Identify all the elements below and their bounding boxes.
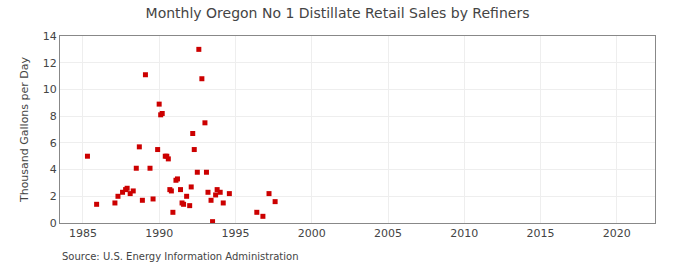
svg-text:2015: 2015 <box>527 227 555 240</box>
svg-text:Monthly Oregon No 1 Distillate: Monthly Oregon No 1 Distillate Retail Sa… <box>146 5 530 21</box>
svg-text:2: 2 <box>50 190 57 203</box>
svg-text:Source: U.S. Energy Informatio: Source: U.S. Energy Information Administ… <box>62 251 299 262</box>
svg-text:1995: 1995 <box>221 227 249 240</box>
svg-text:2010: 2010 <box>450 227 478 240</box>
svg-text:6: 6 <box>50 137 57 150</box>
svg-text:0: 0 <box>50 217 57 230</box>
svg-text:14: 14 <box>43 30 57 43</box>
svg-text:2000: 2000 <box>298 227 326 240</box>
svg-text:10: 10 <box>43 83 57 96</box>
svg-text:4: 4 <box>50 163 57 176</box>
svg-text:1985: 1985 <box>69 227 97 240</box>
svg-text:2005: 2005 <box>374 227 402 240</box>
svg-text:8: 8 <box>50 110 57 123</box>
svg-text:1990: 1990 <box>145 227 173 240</box>
svg-text:2020: 2020 <box>603 227 631 240</box>
svg-text:Thousand Gallons per Day: Thousand Gallons per Day <box>18 56 31 203</box>
svg-text:12: 12 <box>43 57 57 70</box>
